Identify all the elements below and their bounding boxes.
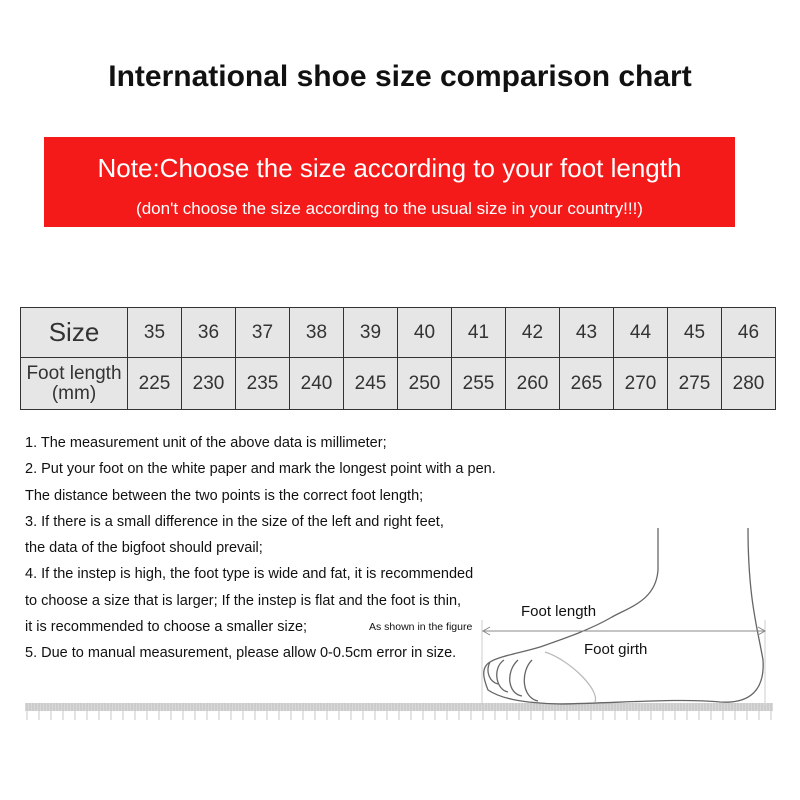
instruction-line: The distance between the two points is t… (25, 487, 424, 504)
size-cell: 36 (181, 307, 236, 358)
foot-length-cell: 235 (235, 357, 290, 410)
foot-length-cell: 240 (289, 357, 344, 410)
foot-length-cell: 275 (667, 357, 722, 410)
instructions: 1. The measurement unit of the above dat… (25, 430, 496, 667)
size-cell: 46 (721, 307, 776, 358)
foot-length-cell: 260 (505, 357, 560, 410)
instruction-line: 1. The measurement unit of the above dat… (25, 435, 387, 451)
size-cell: 41 (451, 307, 506, 358)
instruction-line: 5. Due to manual measurement, please all… (25, 645, 457, 662)
size-row: Size 35 36 37 38 39 40 41 42 43 44 45 46 (20, 307, 776, 358)
foot-length-cell: 230 (181, 357, 236, 410)
unit-label: (mm) (51, 382, 97, 404)
instruction-line: 3. If there is a small difference in the… (25, 513, 444, 530)
as-shown-label: As shown in the figure (369, 621, 473, 633)
size-cell: 45 (667, 307, 722, 358)
note-line-2: (don't choose the size according to the … (136, 199, 643, 218)
foot-length-label: Foot length (521, 603, 597, 620)
size-header: Size (20, 307, 128, 358)
size-cell: 39 (343, 307, 398, 358)
size-cell: 40 (397, 307, 452, 358)
size-cell: 38 (289, 307, 344, 358)
instruction-line: to choose a size that is larger; If the … (25, 592, 462, 609)
foot-length-cell: 280 (721, 357, 776, 410)
foot-length-cell: 265 (559, 357, 614, 410)
size-cell: 44 (613, 307, 668, 358)
note-banner: Note:Choose the size according to your f… (44, 137, 735, 227)
foot-girth-label: Foot girth (584, 641, 648, 658)
foot-length-cell: 270 (613, 357, 668, 410)
instruction-line: 2. Put your foot on the white paper and … (25, 461, 496, 478)
size-table: Size 35 36 37 38 39 40 41 42 43 44 45 46 Foot lengt… (20, 307, 776, 410)
ruler (25, 703, 773, 720)
foot-length-label: Foot length (26, 362, 122, 384)
foot-length-cell: 245 (343, 357, 398, 410)
foot-length-row: Foot length (mm) 225 230 235 240 245 250 255 260… (20, 357, 776, 410)
foot-length-cell: 255 (451, 357, 506, 410)
foot-length-cell: 250 (397, 357, 452, 410)
size-cell: 37 (235, 307, 290, 358)
foot-outline (483, 527, 764, 705)
foot-length-cell: 225 (127, 357, 182, 410)
size-cell: 43 (559, 307, 614, 358)
instruction-line: the data of the bigfoot should prevail; (25, 540, 263, 557)
foot-length-arrow (481, 620, 767, 705)
instruction-line: it is recommended to choose a smaller si… (25, 619, 308, 636)
note-line-1: Note:Choose the size according to your f… (97, 153, 682, 183)
page-title: International shoe size comparison chart (108, 60, 692, 93)
instruction-line: 4. If the instep is high, the foot type … (25, 566, 474, 583)
